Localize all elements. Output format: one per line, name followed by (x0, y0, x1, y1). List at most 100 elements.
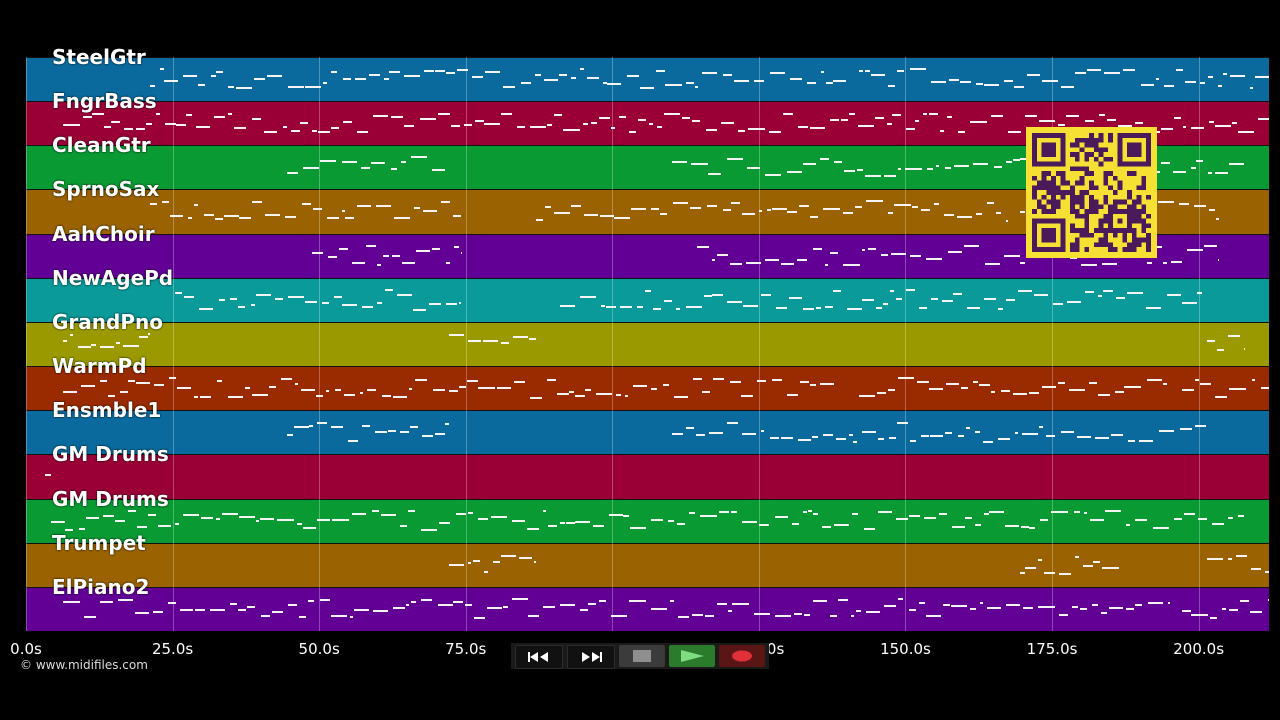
note-mark (790, 77, 803, 80)
note-mark (246, 606, 256, 609)
note-mark (404, 74, 421, 77)
note-mark (1102, 290, 1113, 293)
note-mark (217, 380, 223, 383)
note-mark (408, 509, 415, 512)
note-mark (411, 156, 428, 159)
note-mark (311, 252, 324, 255)
note-mark (930, 434, 944, 437)
note-mark (203, 213, 214, 216)
note-mark (1163, 84, 1175, 87)
note-mark (895, 298, 902, 301)
note-mark (287, 434, 294, 437)
note-mark (412, 308, 426, 311)
note-mark (852, 440, 857, 443)
note-mark (878, 438, 885, 441)
track-lane[interactable] (26, 57, 1269, 102)
note-mark (580, 68, 585, 71)
record-button[interactable] (719, 645, 765, 667)
track-lane[interactable] (26, 542, 1269, 587)
track-lane[interactable] (26, 410, 1269, 455)
note-mark (608, 513, 623, 516)
note-mark (952, 525, 965, 528)
note-mark (194, 609, 205, 612)
note-mark (1139, 440, 1154, 443)
play-icon (681, 650, 704, 662)
note-mark (824, 263, 828, 266)
note-mark (782, 113, 794, 116)
track-lane[interactable] (26, 366, 1269, 411)
note-mark (672, 201, 689, 204)
note-mark (194, 395, 199, 398)
note-mark (1209, 121, 1214, 124)
note-mark (50, 520, 65, 523)
track-lane[interactable] (26, 586, 1269, 631)
note-mark (472, 559, 480, 562)
note-mark (702, 391, 710, 394)
note-mark (227, 113, 233, 116)
note-mark (239, 217, 251, 220)
note-mark (301, 202, 312, 205)
note-mark (1033, 293, 1049, 296)
note-mark (268, 385, 277, 388)
note-mark (914, 119, 920, 122)
note-mark (170, 214, 183, 217)
note-mark (150, 84, 155, 87)
track-lane[interactable] (26, 277, 1269, 322)
track-lane[interactable] (26, 454, 1269, 499)
gridline (905, 57, 907, 631)
note-mark (718, 511, 730, 514)
note-mark (895, 518, 908, 521)
note-mark (503, 605, 508, 608)
note-mark (410, 600, 416, 603)
note-mark (553, 211, 571, 214)
note-mark (672, 161, 688, 164)
note-mark (341, 210, 345, 212)
fast-forward-button[interactable] (567, 645, 615, 669)
note-mark (238, 515, 256, 518)
note-mark (960, 387, 969, 390)
note-mark (559, 73, 568, 76)
play-button[interactable] (669, 645, 715, 667)
note-mark (876, 391, 886, 394)
note-mark (809, 215, 819, 218)
note-mark (367, 389, 377, 392)
note-mark (852, 512, 859, 515)
note-mark (1179, 428, 1192, 431)
note-mark (483, 123, 501, 126)
track-lane[interactable] (26, 321, 1269, 367)
note-mark (920, 208, 930, 211)
transport-controls (511, 643, 769, 669)
note-mark (1072, 605, 1078, 608)
note-mark (1005, 524, 1020, 527)
note-mark (467, 380, 478, 383)
note-mark (1013, 158, 1021, 161)
note-mark (623, 514, 629, 517)
note-mark (169, 377, 177, 380)
note-mark (857, 124, 875, 127)
note-mark (588, 603, 597, 606)
note-mark (1206, 339, 1215, 342)
note-mark (1173, 170, 1186, 173)
note-mark (1085, 291, 1094, 294)
note-mark (341, 304, 358, 307)
note-mark (722, 208, 731, 211)
note-mark (1181, 388, 1194, 391)
note-mark (320, 159, 337, 162)
note-mark (864, 70, 870, 73)
note-mark (401, 261, 415, 264)
note-mark (560, 305, 576, 308)
note-mark (726, 157, 743, 160)
note-mark (786, 170, 802, 173)
track-lane[interactable] (26, 498, 1269, 543)
note-mark (438, 604, 454, 607)
note-mark (764, 258, 780, 261)
note-mark (297, 523, 302, 526)
note-mark (898, 377, 914, 380)
rewind-button[interactable] (515, 645, 563, 669)
note-mark (1260, 387, 1269, 390)
note-mark (467, 511, 474, 514)
note-mark (769, 72, 786, 75)
stop-button[interactable] (619, 645, 665, 667)
note-mark (911, 206, 919, 209)
note-mark (663, 384, 670, 387)
